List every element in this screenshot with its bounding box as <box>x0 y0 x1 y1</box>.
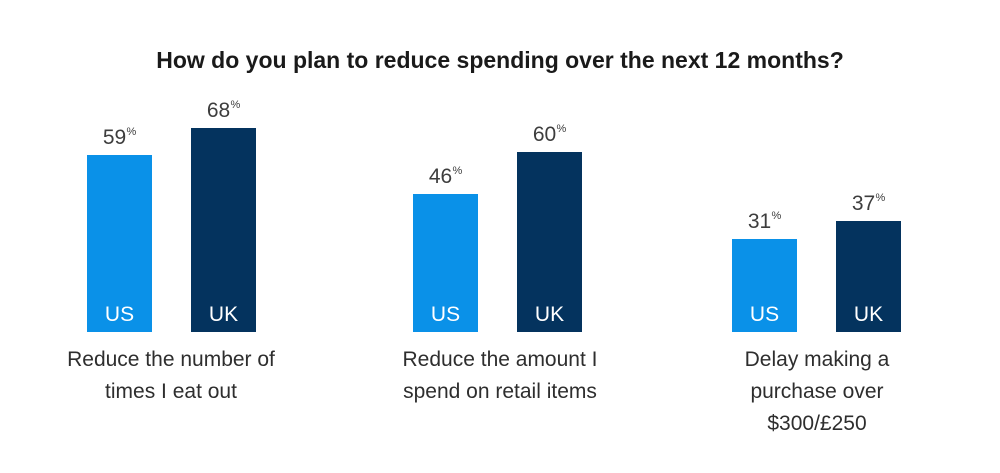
bar-series-label-uk-1: UK <box>209 303 238 326</box>
bar-us-1 <box>87 155 152 332</box>
bar-series-label-uk-3: UK <box>854 303 883 326</box>
bar-series-label-us-2: US <box>431 303 460 326</box>
bar-us-2 <box>413 194 478 332</box>
bar-uk-2 <box>517 152 582 332</box>
category-label-line: Reduce the amount I <box>403 348 598 371</box>
category-label-line: Delay making a <box>745 348 890 371</box>
category-label-line: spend on retail items <box>403 380 597 403</box>
data-label-uk-2: 60 <box>533 123 556 146</box>
bar-series-label-us-3: US <box>750 303 779 326</box>
bar-uk-1 <box>191 128 256 332</box>
bar-us-3 <box>732 239 797 332</box>
percent-sign-uk-1: % <box>231 99 241 111</box>
bars-layer: US 59 % UK 68 % Reduce the number of times I ea… <box>67 99 901 435</box>
category-label-2: Reduce the amount I spend on retail items <box>403 348 598 403</box>
data-label-us-1: 59 <box>103 126 126 149</box>
bar-series-label-us-1: US <box>105 303 134 326</box>
category-label-line: $300/£250 <box>767 412 866 435</box>
data-label-uk-1: 68 <box>207 99 230 122</box>
bar-group-3: US 31 % UK 37 % Delay making a purchase over $30… <box>732 192 901 435</box>
percent-sign-us-2: % <box>453 165 463 177</box>
category-label-1: Reduce the number of times I eat out <box>67 348 275 403</box>
bar-group-2: US 46 % UK 60 % Reduce the amount I spend on re… <box>403 123 598 403</box>
bar-series-label-uk-2: UK <box>535 303 564 326</box>
category-label-line: purchase over <box>750 380 883 403</box>
data-label-us-3: 31 <box>748 210 771 233</box>
bar-uk-3 <box>836 221 901 332</box>
category-label-line: times I eat out <box>105 380 237 403</box>
percent-sign-us-1: % <box>127 126 137 138</box>
category-label-line: Reduce the number of <box>67 348 275 371</box>
bar-group-1: US 59 % UK 68 % Reduce the number of times I ea… <box>67 99 275 403</box>
percent-sign-uk-3: % <box>876 192 886 204</box>
chart-title: How do you plan to reduce spending over … <box>156 47 844 73</box>
category-label-3: Delay making a purchase over $300/£250 <box>745 348 890 435</box>
data-label-uk-3: 37 <box>852 192 875 215</box>
data-label-us-2: 46 <box>429 165 452 188</box>
percent-sign-us-3: % <box>772 210 782 222</box>
percent-sign-uk-2: % <box>557 123 567 135</box>
